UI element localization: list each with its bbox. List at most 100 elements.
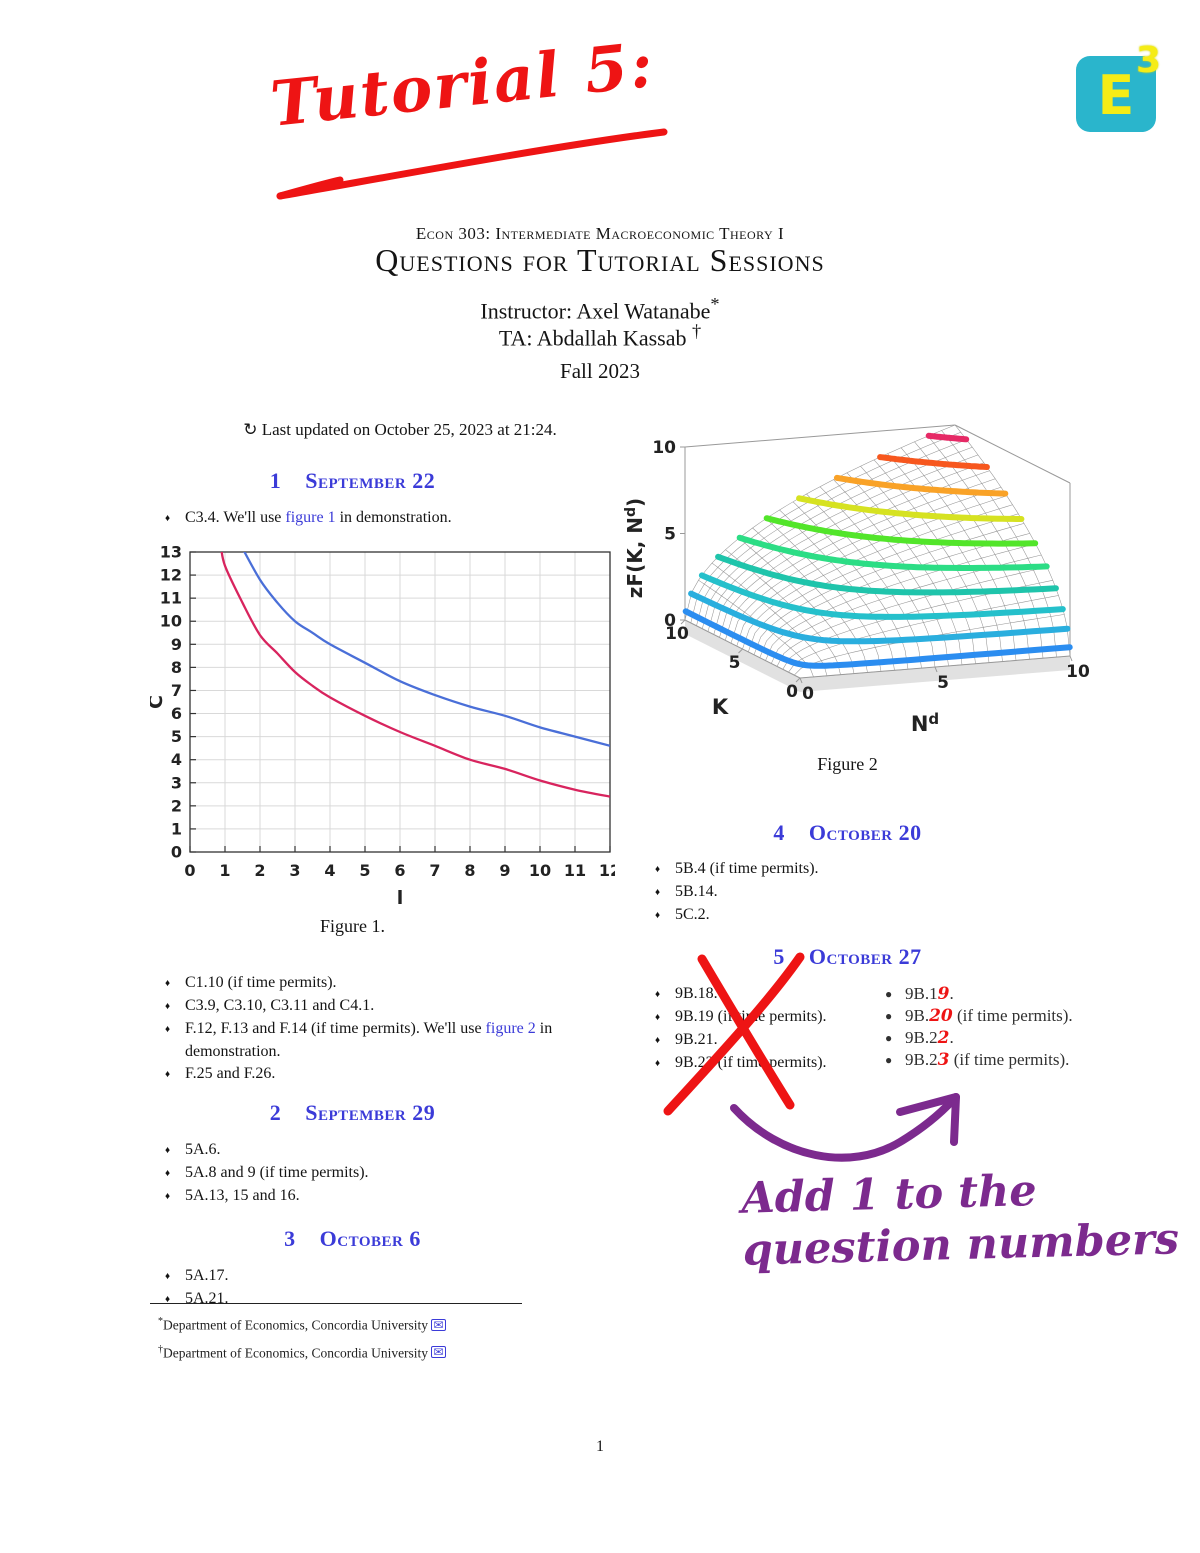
svg-text:0: 0 (664, 611, 676, 631)
svg-text:10: 10 (652, 438, 676, 458)
e3-logo: E 3 (1076, 40, 1161, 132)
svg-text:12: 12 (599, 861, 615, 880)
svg-text:10: 10 (1066, 662, 1090, 682)
list-item-text: (if time permits). (949, 1050, 1070, 1069)
list-item-text: . (949, 984, 954, 1003)
bullet-icon: ♦ (165, 1271, 171, 1282)
bullet-icon: ♦ (165, 1191, 171, 1202)
svg-text:5: 5 (171, 727, 182, 746)
list-item: ♦ 5B.4 (if time permits). (655, 858, 1095, 881)
section-4-title: October 20 (808, 820, 922, 845)
svg-text:3: 3 (171, 773, 182, 792)
bullet-icon: ♦ (655, 1012, 661, 1023)
svg-text:2: 2 (171, 796, 182, 815)
list-item: ● 9B.20 (if time permits). (885, 1005, 1110, 1027)
section-3-title: October 6 (319, 1226, 421, 1251)
ta-line: TA: Abdallah Kassab † (0, 321, 1200, 351)
list-item-text: C1.10 (if time permits). (185, 974, 337, 991)
list-item: ♦ 9B.21. (655, 1029, 885, 1052)
list-item-text: 5A.8 and 9 (if time permits). (185, 1164, 369, 1181)
section-3-list: ♦ 5A.17. ♦ 5A.21. (165, 1265, 615, 1311)
footnote: †Department of Economics, Concordia Univ… (158, 1338, 628, 1366)
section-1-number: 1 (269, 468, 282, 493)
e3-logo-letter: E (1097, 64, 1135, 127)
section-2-heading: 2 September 29 (150, 1100, 555, 1126)
svg-text:l: l (397, 887, 404, 909)
list-item: ♦ 5A.13, 15 and 16. (165, 1185, 615, 1208)
list-item: ♦ 5A.17. (165, 1265, 615, 1288)
list-item: ♦ C3.4. We'll use figure 1 in demonstrati… (165, 507, 615, 530)
section-5-title: October 27 (808, 944, 922, 969)
svg-text:4: 4 (324, 861, 335, 880)
svg-text:6: 6 (171, 704, 182, 723)
list-item-text: 9B.1 (905, 984, 938, 1003)
section-1-intro-list: ♦ C3.4. We'll use figure 1 in demonstrati… (165, 507, 615, 530)
bullet-icon: ♦ (165, 978, 171, 989)
section-5-right-list: ● 9B.19. ● 9B.20 (if time permits). ● 9B.22. ●… (885, 983, 1110, 1071)
svg-text:K: K (712, 695, 729, 719)
list-item-text: 5A.6. (185, 1141, 221, 1158)
svg-text:5: 5 (937, 673, 949, 693)
section-1-heading: 1 September 22 (150, 468, 555, 494)
mail-icon[interactable]: ✉ (431, 1317, 446, 1332)
svg-text:10: 10 (160, 612, 182, 631)
bullet-icon: ● (885, 1031, 893, 1045)
list-item: ● 9B.23 (if time permits). (885, 1049, 1110, 1071)
bullet-icon: ♦ (165, 1024, 171, 1035)
bullet-icon: ♦ (165, 1294, 171, 1305)
footnote-mark: † (158, 1343, 163, 1355)
list-item: ♦ 5B.14. (655, 881, 1095, 904)
list-item-text: 5A.13, 15 and 16. (185, 1187, 300, 1204)
list-item-text: 5A.17. (185, 1267, 229, 1284)
figure-2-caption: Figure 2 (817, 754, 878, 774)
svg-text:11: 11 (564, 861, 586, 880)
svg-text:0: 0 (802, 684, 814, 704)
mail-icon[interactable]: ✉ (431, 1345, 446, 1359)
figure-link[interactable]: figure 2 (485, 1020, 536, 1037)
footnotes: *Department of Economics, Concordia Univ… (158, 1310, 628, 1365)
footnote-text: Department of Economics, Concordia Unive… (163, 1317, 432, 1333)
svg-text:6: 6 (394, 861, 405, 880)
svg-text:8: 8 (171, 658, 182, 677)
figure-link[interactable]: figure 1 (285, 509, 336, 526)
bullet-icon: ● (885, 987, 893, 1001)
handwritten-correction: 2 (937, 1028, 950, 1048)
course-title: Econ 303: Intermediate Macroeconomic The… (415, 224, 785, 243)
section-4-heading: 4 October 20 (630, 820, 1065, 846)
list-item: ♦ 5A.21. (165, 1288, 615, 1311)
svg-text:5: 5 (729, 653, 741, 673)
svg-text:4: 4 (171, 750, 182, 769)
bullet-icon: ♦ (165, 513, 171, 524)
list-item: ♦ F.25 and F.26. (165, 1063, 620, 1086)
handwritten-note-line-2: question numbers (742, 1214, 1180, 1276)
term-label: Fall 2023 (560, 359, 640, 383)
svg-text:5: 5 (359, 861, 370, 880)
page-number: 1 (596, 1438, 604, 1455)
bullet-icon: ♦ (165, 1069, 171, 1080)
list-item: ♦ C3.9, C3.10, C3.11 and C4.1. (165, 995, 620, 1018)
bullet-icon: ♦ (655, 887, 661, 898)
section-4-number: 4 (773, 820, 785, 845)
bullet-icon: ♦ (655, 1035, 661, 1046)
bullet-icon: ♦ (165, 1145, 171, 1156)
bullet-icon: ♦ (165, 1001, 171, 1012)
bullet-icon: ♦ (655, 910, 661, 921)
figure-1-chart: 0123456789101112012345678910111213lC (150, 543, 615, 910)
section-3-number: 3 (284, 1226, 296, 1251)
list-item: ● 9B.22. (885, 1027, 1110, 1049)
handwritten-correction: 3 (937, 1050, 950, 1070)
svg-text:12: 12 (160, 566, 182, 585)
list-item-text: 5B.4 (if time permits). (675, 860, 819, 877)
section-4-list: ♦ 5B.4 (if time permits). ♦ 5B.14. ♦ 5C.2. (655, 858, 1095, 927)
section-2-title: September 29 (305, 1100, 436, 1125)
list-item-text: C3.4. We'll use (185, 509, 286, 526)
red-underline-swoosh (276, 128, 668, 200)
list-item-text: in demonstration. (185, 1020, 553, 1060)
refresh-icon: ↻ (243, 420, 258, 439)
figure-1-caption: Figure 1. (320, 916, 385, 936)
list-item-text: 5A.21. (185, 1290, 229, 1307)
svg-text:0: 0 (184, 861, 195, 880)
svg-text:8: 8 (464, 861, 475, 880)
footnote: *Department of Economics, Concordia Univ… (158, 1310, 628, 1338)
svg-text:3: 3 (289, 861, 300, 880)
